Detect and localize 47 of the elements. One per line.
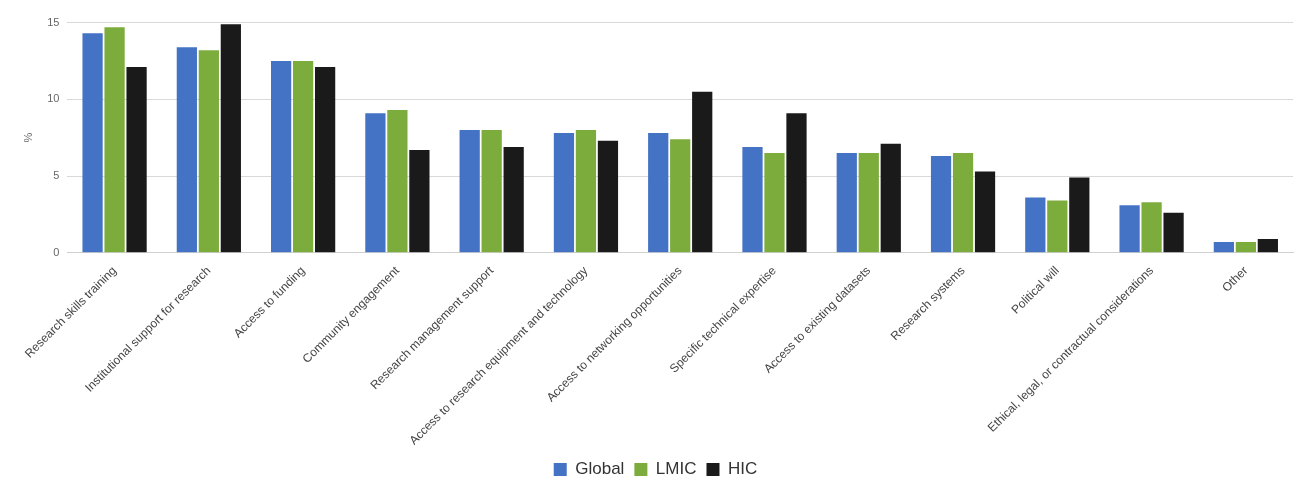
bar	[974, 171, 996, 253]
bar	[742, 146, 763, 253]
bar	[858, 153, 879, 253]
bar	[126, 67, 147, 253]
legend-label: Global	[575, 459, 625, 479]
bar	[198, 50, 219, 253]
bar	[365, 113, 386, 253]
bar	[1235, 242, 1256, 253]
bar	[786, 113, 807, 253]
bar	[409, 149, 430, 253]
bar	[1025, 197, 1046, 253]
bar	[82, 33, 103, 253]
legend-label: LMIC	[655, 459, 697, 479]
bar	[459, 130, 480, 253]
bar	[1163, 212, 1184, 253]
bar	[597, 140, 619, 253]
legend-label: HIC	[727, 459, 758, 479]
y-tick-label: 15	[47, 15, 60, 28]
bar	[1047, 200, 1068, 253]
bar	[670, 139, 691, 253]
bar	[271, 60, 292, 253]
bar	[315, 67, 336, 253]
bar	[1141, 202, 1162, 253]
bar	[764, 153, 785, 253]
bar	[648, 133, 669, 253]
bar	[836, 153, 857, 253]
bar	[1069, 177, 1090, 253]
y-tick-label: 5	[53, 169, 60, 182]
bar	[481, 130, 502, 253]
bar	[553, 133, 575, 253]
bar	[930, 156, 952, 253]
bar	[575, 130, 597, 253]
bar	[503, 146, 524, 253]
y-tick-label: 10	[47, 92, 60, 105]
bar	[952, 153, 974, 253]
bar	[1213, 242, 1234, 253]
bar	[176, 47, 197, 253]
bar	[692, 91, 713, 253]
bar	[293, 60, 314, 253]
y-axis-title: %	[21, 132, 34, 143]
bar	[1257, 238, 1278, 253]
bar	[387, 110, 408, 253]
y-tick-label: 0	[53, 245, 60, 258]
bar	[1119, 205, 1140, 253]
bar	[104, 27, 125, 253]
bar	[880, 143, 901, 253]
bar	[220, 24, 241, 253]
